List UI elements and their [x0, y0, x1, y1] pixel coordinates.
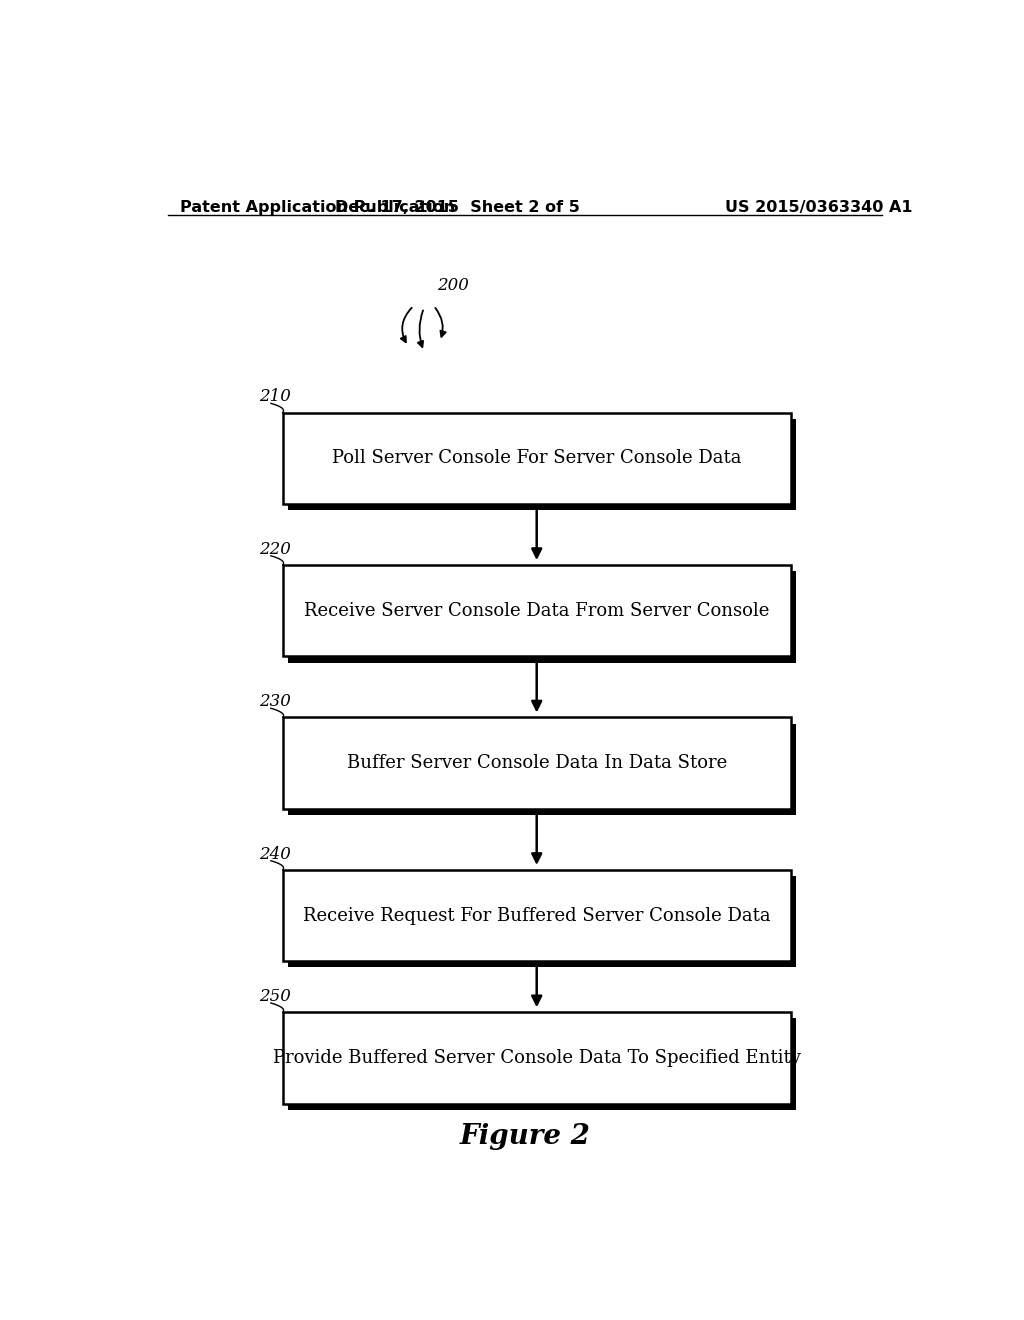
Text: 240: 240 [259, 846, 291, 863]
Text: Buffer Server Console Data In Data Store: Buffer Server Console Data In Data Store [346, 754, 727, 772]
Bar [283, 565, 791, 656]
Text: 250: 250 [259, 989, 291, 1005]
Text: Figure 2: Figure 2 [460, 1123, 590, 1150]
Bar [289, 723, 797, 814]
Text: Receive Request For Buffered Server Console Data: Receive Request For Buffered Server Cons… [303, 907, 770, 924]
Bar [289, 876, 797, 968]
Text: Poll Server Console For Server Console Data: Poll Server Console For Server Console D… [332, 449, 741, 467]
Text: Receive Server Console Data From Server Console: Receive Server Console Data From Server … [304, 602, 769, 619]
Text: 210: 210 [259, 388, 291, 405]
Bar [283, 1012, 791, 1104]
Bar [289, 418, 797, 510]
Bar [283, 413, 791, 504]
Text: 220: 220 [259, 541, 291, 558]
Bar [289, 1018, 797, 1110]
Bar [283, 870, 791, 961]
Text: US 2015/0363340 A1: US 2015/0363340 A1 [725, 199, 912, 215]
Text: 230: 230 [259, 693, 291, 710]
Bar [283, 718, 791, 809]
Text: Provide Buffered Server Console Data To Specified Entity: Provide Buffered Server Console Data To … [272, 1049, 801, 1067]
Bar [289, 572, 797, 663]
Text: Patent Application Publication: Patent Application Publication [179, 199, 455, 215]
Text: Dec. 17, 2015  Sheet 2 of 5: Dec. 17, 2015 Sheet 2 of 5 [335, 199, 580, 215]
Text: 200: 200 [437, 277, 469, 293]
